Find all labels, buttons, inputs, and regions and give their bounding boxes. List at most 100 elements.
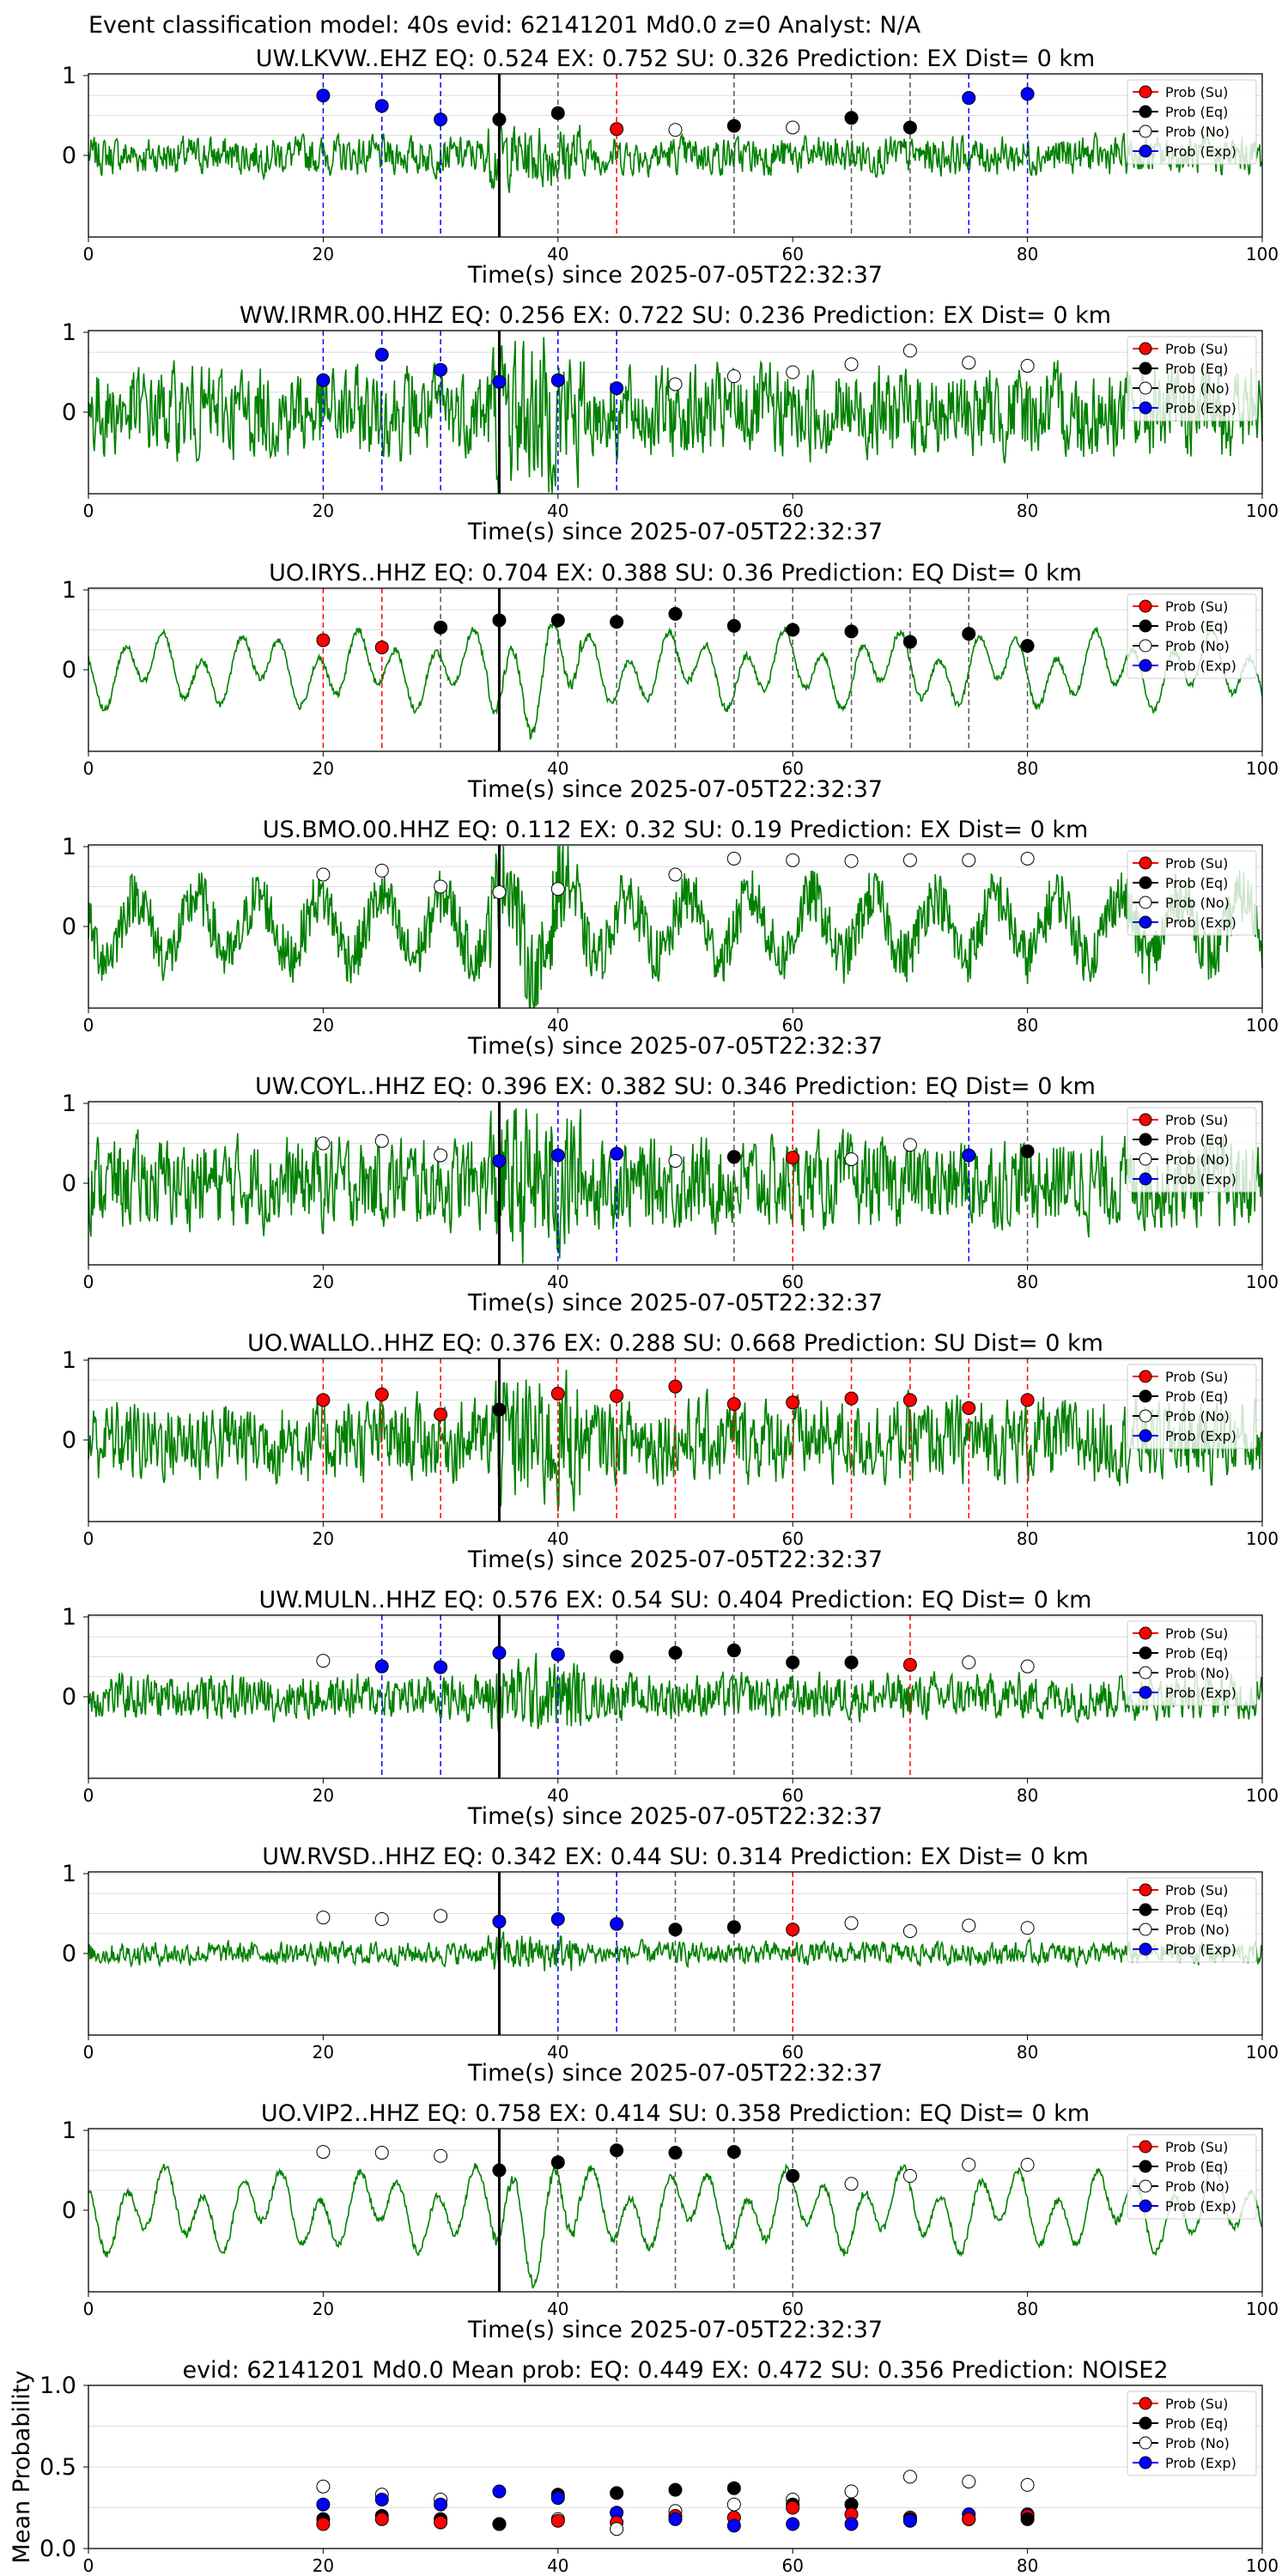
legend-box bbox=[1127, 2391, 1257, 2476]
prob-point-eq bbox=[492, 1402, 507, 1417]
x-axis-label: Time(s) since 2025-07-05T22:32:37 bbox=[467, 2060, 883, 2087]
prob-point-no bbox=[962, 1656, 976, 1670]
mean-prob-point-exp bbox=[668, 2512, 683, 2526]
legend-label-eq: Prob (Eq) bbox=[1165, 2159, 1228, 2175]
mean-prob-point-no bbox=[316, 2479, 331, 2494]
prob-point-no bbox=[316, 1911, 331, 1925]
prob-point-su bbox=[316, 1393, 331, 1407]
x-tick-label: 60 bbox=[781, 244, 803, 264]
prob-point-no bbox=[962, 1918, 976, 1933]
prob-point-su bbox=[1020, 1393, 1035, 1407]
mean-prob-point-eq bbox=[492, 2517, 507, 2531]
y-tick-label: 0 bbox=[62, 1941, 76, 1967]
legend-marker-exp bbox=[1139, 2456, 1152, 2470]
legend-label-exp: Prob (Exp) bbox=[1165, 1428, 1236, 1444]
legend-label-eq: Prob (Eq) bbox=[1165, 2415, 1228, 2432]
legend-label-su: Prob (Su) bbox=[1165, 84, 1228, 100]
axes-frame bbox=[88, 1614, 1263, 1779]
legend-label-eq: Prob (Eq) bbox=[1165, 618, 1228, 635]
legend-marker-su bbox=[1139, 1113, 1152, 1127]
prob-point-no bbox=[316, 1654, 331, 1668]
prob-point-eq bbox=[610, 2143, 624, 2158]
prob-point-exp bbox=[316, 88, 331, 103]
legend-label-exp: Prob (Exp) bbox=[1165, 1171, 1236, 1188]
x-tick-label: 0 bbox=[83, 2299, 94, 2319]
x-tick-label: 100 bbox=[1246, 1785, 1279, 1806]
prob-point-no bbox=[434, 2148, 448, 2163]
x-tick-label: 80 bbox=[1017, 2555, 1038, 2576]
legend-marker-no bbox=[1139, 639, 1152, 653]
x-tick-label: 40 bbox=[547, 2042, 568, 2063]
x-tick-label: 20 bbox=[313, 1528, 334, 1549]
x-axis-label: Time(s) since 2025-07-05T22:32:37 bbox=[467, 262, 883, 289]
legend-marker-exp bbox=[1139, 659, 1152, 672]
prob-point-eq bbox=[902, 635, 917, 649]
prob-point-su bbox=[844, 1391, 859, 1406]
legend-marker-no bbox=[1139, 2436, 1152, 2450]
prob-point-no bbox=[1020, 1659, 1035, 1674]
prob-point-exp bbox=[434, 112, 448, 127]
x-tick-label: 20 bbox=[313, 2042, 334, 2063]
y-tick-label: 0.0 bbox=[39, 2536, 76, 2562]
mean-prob-point-su bbox=[786, 2500, 800, 2515]
mean-prob-point-no bbox=[962, 2475, 976, 2489]
prob-point-exp bbox=[610, 1917, 624, 1931]
legend-marker-eq bbox=[1139, 619, 1152, 633]
legend-label-no: Prob (No) bbox=[1165, 2178, 1230, 2195]
panel-title: UO.IRYS..HHZ EQ: 0.704 EX: 0.388 SU: 0.3… bbox=[269, 560, 1082, 586]
x-tick-label: 0 bbox=[83, 501, 94, 521]
panel-title: US.BMO.00.HHZ EQ: 0.112 EX: 0.32 SU: 0.1… bbox=[263, 817, 1089, 843]
prob-point-su bbox=[374, 640, 389, 654]
mean-prob-point-no bbox=[610, 2522, 624, 2537]
legend-marker-eq bbox=[1139, 105, 1152, 118]
mean-prob-point-eq bbox=[610, 2486, 624, 2500]
panel-title: UO.VIP2..HHZ EQ: 0.758 EX: 0.414 SU: 0.3… bbox=[261, 2100, 1090, 2127]
y-tick-label: 0 bbox=[62, 143, 76, 169]
x-tick-label: 0 bbox=[83, 1528, 94, 1549]
y-tick-label: 1 bbox=[62, 63, 76, 89]
legend-label-no: Prob (No) bbox=[1165, 1151, 1230, 1168]
prob-point-no bbox=[668, 1153, 683, 1168]
x-axis-label: Time(s) since 2025-07-05T22:32:37 bbox=[467, 1803, 883, 1830]
x-tick-label: 100 bbox=[1246, 244, 1279, 264]
prob-point-su bbox=[786, 1923, 800, 1937]
prob-point-eq bbox=[726, 1920, 741, 1935]
legend-marker-su bbox=[1139, 599, 1152, 613]
prob-point-no bbox=[1020, 851, 1035, 866]
prob-point-no bbox=[374, 1133, 389, 1148]
prob-point-eq bbox=[492, 112, 507, 127]
legend-label-eq: Prob (Eq) bbox=[1165, 1132, 1228, 1148]
axes-frame bbox=[88, 1871, 1263, 2036]
y-tick-label: 1.0 bbox=[39, 2372, 76, 2399]
x-tick-label: 60 bbox=[781, 758, 803, 779]
legend-marker-exp bbox=[1139, 1686, 1152, 1699]
prob-point-exp bbox=[316, 373, 331, 387]
x-tick-label: 80 bbox=[1017, 2042, 1038, 2063]
legend-label-exp: Prob (Exp) bbox=[1165, 2455, 1236, 2471]
panel-title: evid: 62141201 Md0.0 Mean prob: EQ: 0.44… bbox=[182, 2357, 1168, 2384]
panel-title: UW.LKVW..EHZ EQ: 0.524 EX: 0.752 SU: 0.3… bbox=[256, 46, 1096, 72]
legend-marker-no bbox=[1139, 125, 1152, 138]
panel-title: UW.MULN..HHZ EQ: 0.576 EX: 0.54 SU: 0.40… bbox=[259, 1587, 1092, 1613]
y-tick-label: 1 bbox=[62, 319, 76, 346]
prob-point-su bbox=[902, 1657, 917, 1672]
prob-point-no bbox=[316, 1136, 331, 1151]
mean-prob-point-exp bbox=[726, 2518, 741, 2533]
axes-frame bbox=[88, 844, 1263, 1009]
x-tick-label: 0 bbox=[83, 244, 94, 264]
prob-point-eq bbox=[1020, 639, 1035, 653]
x-axis-label: Time(s) since 2025-07-05T22:32:37 bbox=[467, 1546, 883, 1573]
x-tick-label: 40 bbox=[547, 2299, 568, 2319]
legend-marker-exp bbox=[1139, 1429, 1152, 1443]
x-tick-label: 20 bbox=[313, 501, 334, 521]
prob-point-exp bbox=[610, 381, 624, 396]
prob-point-no bbox=[316, 867, 331, 882]
prob-point-exp bbox=[492, 1645, 507, 1660]
mean-prob-point-exp bbox=[844, 2517, 859, 2531]
legend-marker-su bbox=[1139, 1626, 1152, 1640]
prob-point-exp bbox=[550, 373, 565, 387]
prob-point-eq bbox=[610, 615, 624, 629]
x-tick-label: 40 bbox=[547, 1015, 568, 1036]
x-axis-label: Time(s) since 2025-07-05T22:32:37 bbox=[467, 776, 883, 803]
